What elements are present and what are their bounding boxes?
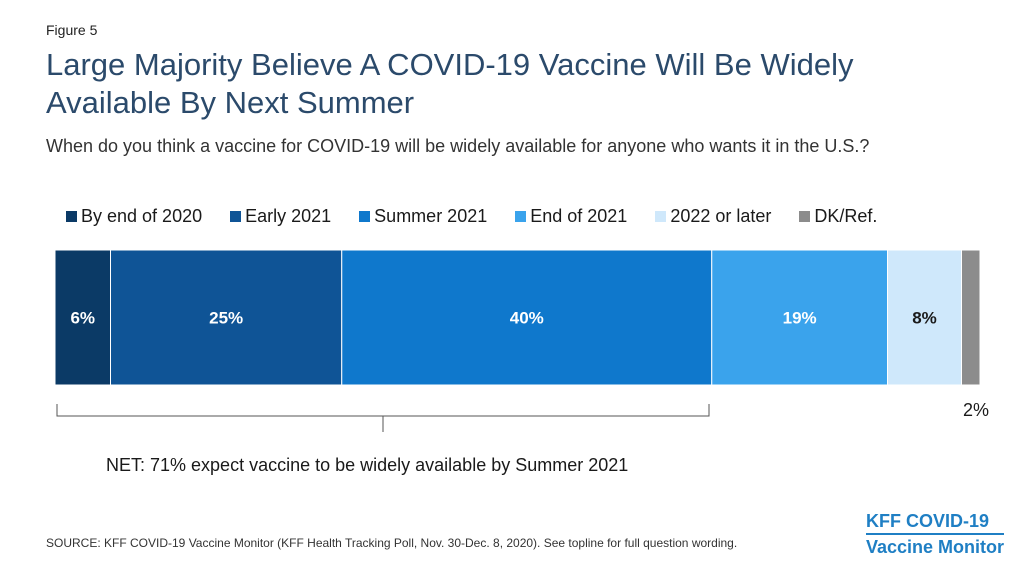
legend-label: Summer 2021: [374, 205, 488, 226]
bar-value-label: 19%: [783, 309, 817, 328]
legend-swatch: [66, 210, 77, 222]
figure-label: Figure 5: [46, 22, 98, 38]
legend-item: Early 2021: [230, 206, 331, 227]
bar-segment: [54, 249, 111, 386]
bar-value-label: 40%: [510, 309, 544, 328]
bar-value-label: 6%: [70, 309, 95, 328]
bar-segment: [110, 249, 343, 386]
legend-label: Early 2021: [245, 205, 332, 226]
chart-subtitle: When do you think a vaccine for COVID-19…: [46, 136, 870, 156]
legend: By end of 2020 Early 2021 Summer 2021 End o…: [66, 203, 905, 229]
legend-swatch: [515, 210, 527, 222]
bar-segment: [341, 249, 713, 386]
source-note: SOURCE: KFF COVID-19 Vaccine Monitor (KF…: [46, 536, 738, 550]
legend-label: DK/Ref.: [814, 205, 878, 226]
logo-line1: KFF COVID-19: [866, 511, 990, 531]
legend-item: 2022 or later: [655, 206, 771, 227]
bar-segment: [887, 249, 962, 386]
legend-item: Summer 2021: [359, 206, 487, 227]
bar-value-label: 25%: [209, 309, 243, 328]
legend-swatch: [230, 210, 242, 222]
net-bracket: [56, 404, 710, 432]
legend-item: By end of 2020: [66, 206, 202, 227]
legend-swatch: [655, 210, 667, 222]
chart-title: Large Majority Believe A COVID-19 Vaccin…: [46, 47, 854, 120]
bar-value-label: 8%: [912, 309, 937, 328]
legend-label: By end of 2020: [81, 205, 203, 226]
logo-line2: Vaccine Monitor: [866, 533, 1005, 559]
net-note: NET: 71% expect vaccine to be widely ava…: [106, 455, 629, 475]
dk-ref-value-label: 2%: [963, 400, 990, 420]
legend-label: 2022 or later: [670, 205, 772, 226]
kff-logo: KFF COVID-19 Vaccine Monitor: [866, 509, 1005, 559]
bar-segment: [961, 249, 981, 386]
legend-label: End of 2021: [530, 205, 628, 226]
legend-swatch: [799, 210, 811, 222]
legend-item: End of 2021: [515, 206, 627, 227]
legend-item: DK/Ref.: [799, 206, 877, 227]
legend-swatch: [359, 210, 371, 222]
